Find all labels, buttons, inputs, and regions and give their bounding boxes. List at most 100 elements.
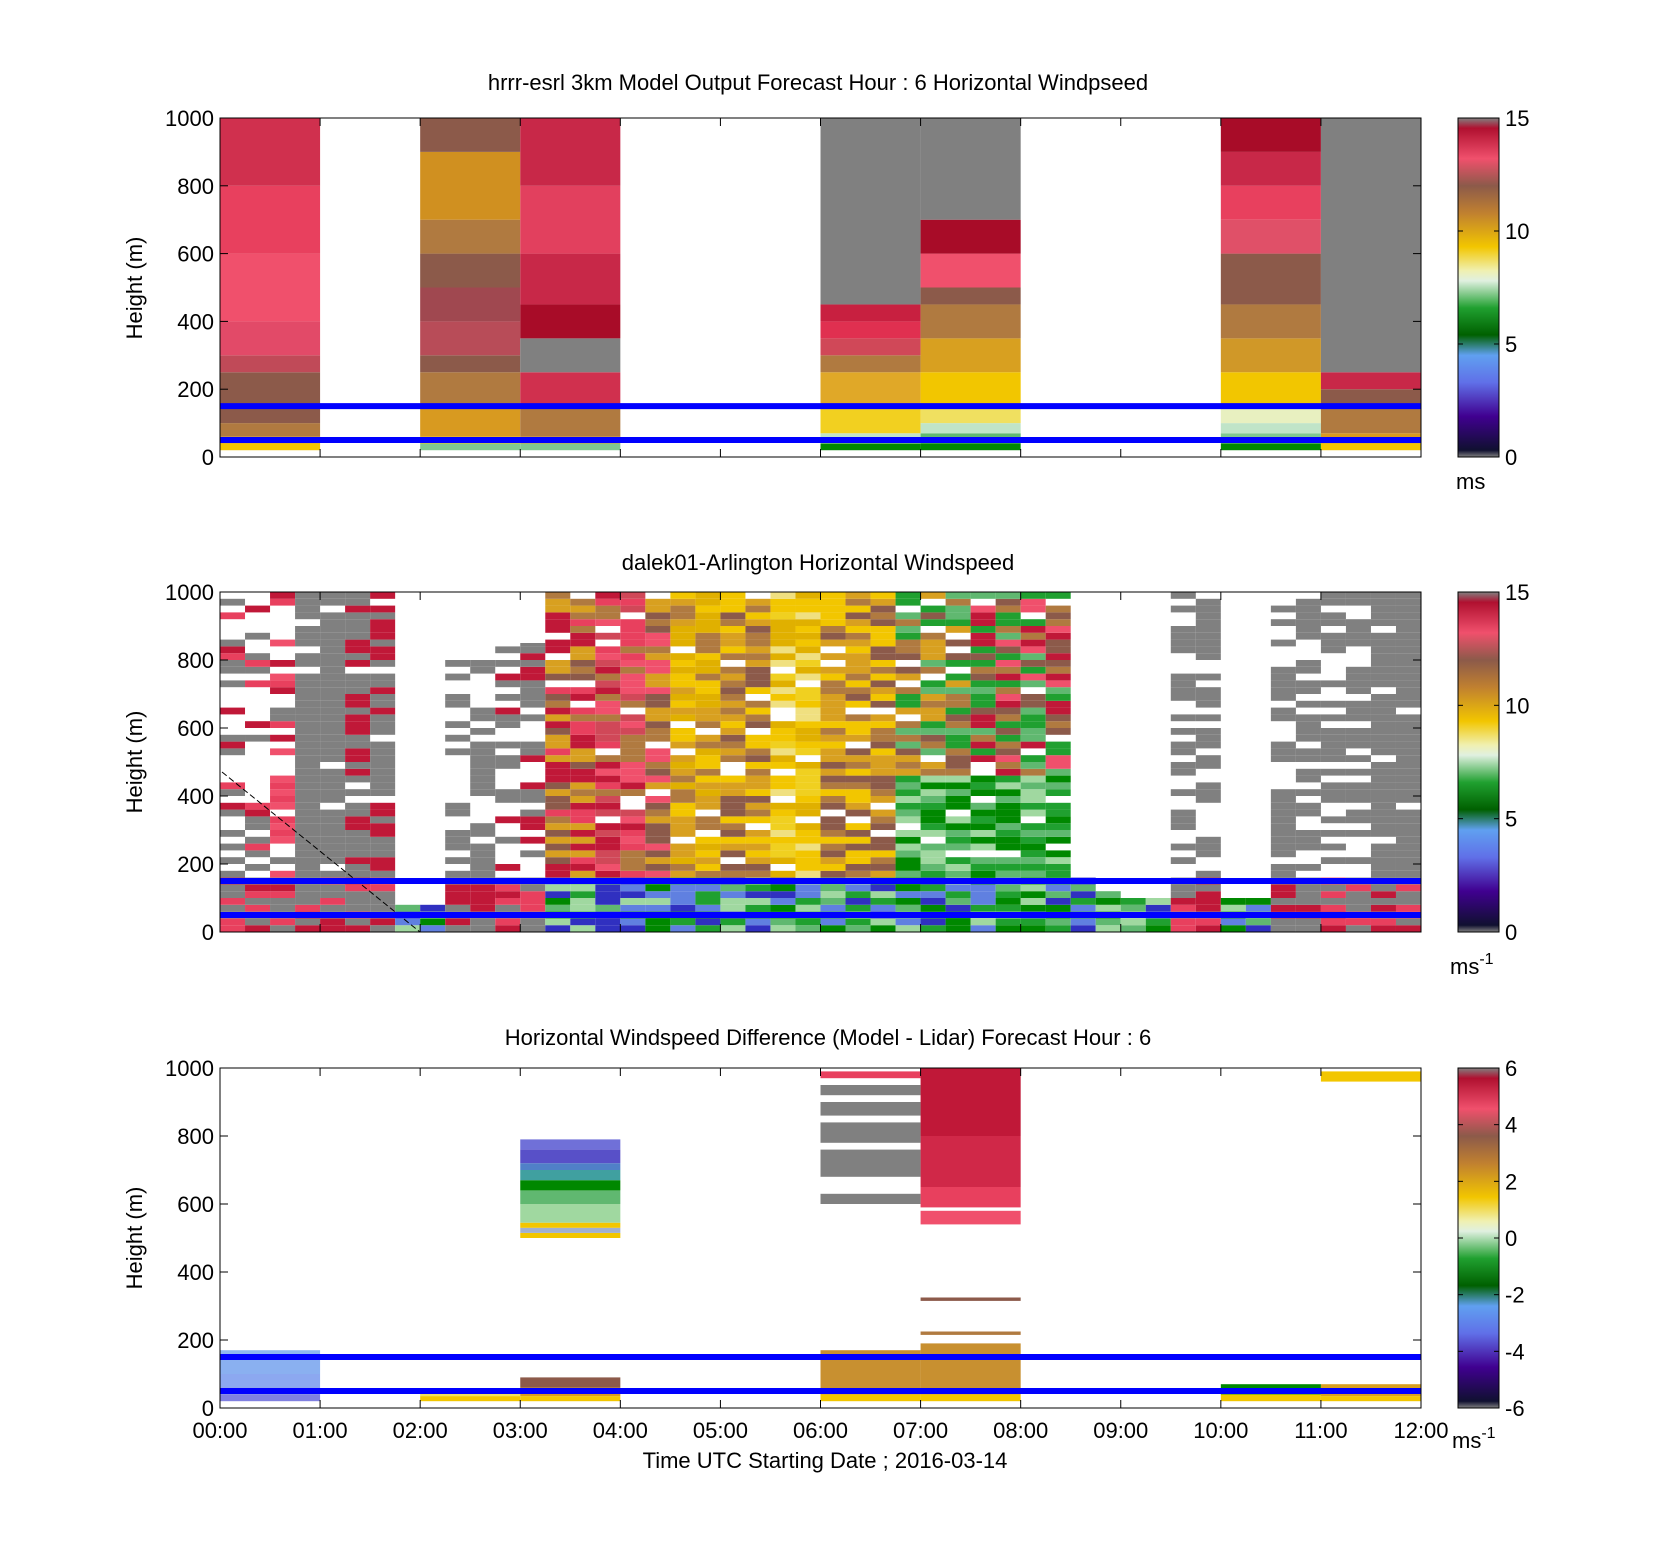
heatmap-cell [645,605,671,613]
model-heatmap-cells [220,118,1421,457]
heatmap-cell [545,836,571,844]
heatmap-cell [1345,796,1371,803]
heatmap-cell [845,666,871,674]
heatmap-cell [1045,632,1071,640]
heatmap-cell [545,850,571,858]
heatmap-cell [670,694,696,701]
heatmap-cell [920,762,946,769]
heatmap-cell [520,809,546,817]
heatmap-cell [445,857,471,864]
heatmap-cell [745,666,771,674]
heatmap-cell [495,660,521,667]
heatmap-cell [1170,843,1196,851]
heatmap-cell [720,605,746,613]
heatmap-cell [995,857,1021,864]
heatmap-cell [295,823,321,830]
heatmap-cell [1370,925,1396,932]
heatmap-cell [345,816,371,824]
y-tick-label: 600 [177,242,214,267]
heatmap-cell [995,619,1021,626]
heatmap-cell [570,857,596,864]
heatmap-cell [745,762,771,769]
heatmap-cell [1045,592,1071,599]
heatmap-cell [495,755,521,762]
heatmap-cell [1320,372,1421,390]
heatmap-cell [895,639,921,647]
heatmap-cell [1170,639,1196,647]
heatmap-cell [595,700,621,708]
heatmap-cell [470,898,496,905]
heatmap-cell [745,741,771,749]
heatmap-cell [545,666,571,674]
heatmap-cell [745,734,771,742]
heatmap-cell [595,714,621,722]
heatmap-cell [520,1377,621,1388]
heatmap-cell [1320,898,1346,905]
heatmap-cell [1195,653,1221,660]
heatmap-cell [1270,809,1296,817]
heatmap-cell [420,443,521,451]
heatmap-cell [245,721,271,728]
y-tick-label: 600 [177,1192,214,1217]
heatmap-cell [420,925,446,932]
heatmap-cell [570,626,596,633]
heatmap-cell [1395,646,1421,654]
heatmap-cell [645,775,671,783]
heatmap-cell [920,219,1021,254]
heatmap-cell [1045,707,1071,715]
heatmap-cell [1395,796,1421,803]
heatmap-cell [1270,694,1296,701]
heatmap-cell [845,714,871,722]
heatmap-cell [820,707,846,715]
heatmap-cell [1345,707,1371,715]
heatmap-cell [295,796,321,803]
heatmap-cell [545,755,571,762]
heatmap-cell [770,605,796,613]
heatmap-cell [895,775,921,783]
heatmap-cell [895,592,921,599]
heatmap-cell [1045,836,1071,844]
heatmap-cell [720,904,746,912]
heatmap-cell [445,660,471,667]
heatmap-cell [920,925,946,932]
heatmap-cell [295,721,321,728]
heatmap-cell [1070,925,1096,932]
heatmap-cell [345,700,371,708]
heatmap-cell [1170,904,1196,912]
heatmap-cell [770,816,796,824]
heatmap-cell [995,823,1021,830]
heatmap-cell [1320,796,1346,803]
heatmap-cell [795,884,821,892]
heatmap-cell [645,762,671,769]
lidar-colorbar-gradient [1457,591,1500,933]
heatmap-cell [470,707,496,715]
heatmap-cell [545,870,571,878]
heatmap-cell [620,673,646,681]
heatmap-cell [820,748,846,756]
heatmap-cell [1395,748,1421,756]
heatmap-cell [1320,680,1346,688]
heatmap-cell [870,632,896,640]
heatmap-cell [370,660,396,667]
heatmap-cell [720,748,746,756]
heatmap-cell [370,653,396,660]
heatmap-cell [1220,185,1321,220]
heatmap-cell [795,721,821,728]
heatmap-cell [645,796,671,803]
heatmap-cell [495,836,521,844]
heatmap-cell [670,796,696,803]
heatmap-cell [745,605,771,613]
heatmap-cell [795,918,821,926]
heatmap-cell [595,598,621,606]
heatmap-cell [620,734,646,742]
heatmap-cell [1170,884,1196,892]
heatmap-cell [945,816,971,824]
heatmap-cell [820,891,846,898]
heatmap-cell [295,782,321,790]
heatmap-cell [720,925,746,932]
heatmap-cell [970,592,996,599]
heatmap-cell [345,694,371,701]
heatmap-cell [920,850,946,858]
heatmap-cell [820,782,846,790]
heatmap-cell [1370,680,1396,688]
